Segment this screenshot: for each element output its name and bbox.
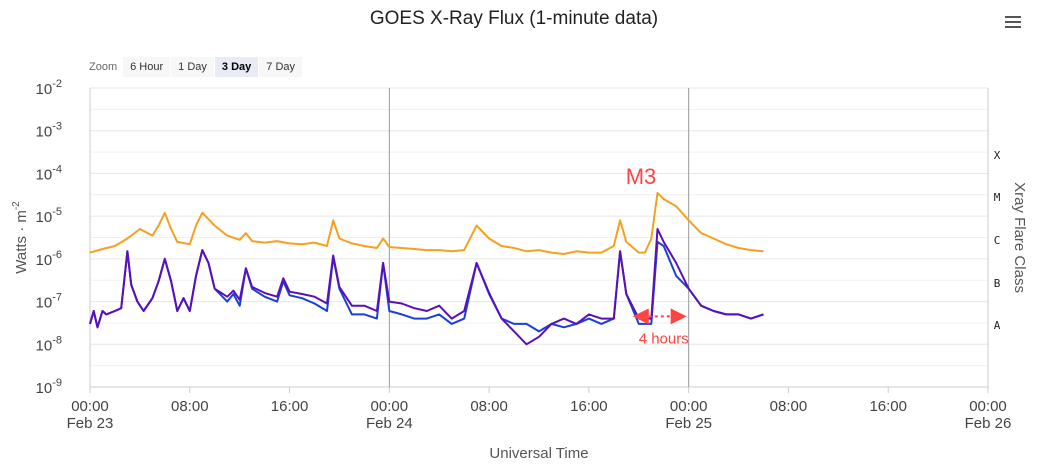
y-tick-label: 10-5 [36, 206, 62, 226]
x-tick-date-label: Feb 25 [665, 415, 712, 432]
right-axis-title: Xray Flare Class [1011, 182, 1028, 293]
axes-group: 10-210-310-410-510-610-710-810-900:00Feb… [11, 78, 1028, 462]
x-tick-time-label: 00:00 [371, 398, 409, 415]
x-tick-time-label: 08:00 [171, 398, 209, 415]
x-tick-time-label: 00:00 [670, 398, 708, 415]
chart-title: GOES X-Ray Flux (1-minute data) [369, 8, 659, 29]
y-tick-label: 10-3 [36, 121, 62, 141]
y-tick-label: 10-8 [36, 334, 62, 354]
hamburger-menu-icon[interactable] [1004, 14, 1022, 30]
series-group [89, 191, 764, 346]
annotations-group: M3 4 hours [626, 164, 689, 347]
zoom-bar: Zoom 6 Hour 1 Day 3 Day 7 Day [89, 56, 303, 78]
x-tick-time-label: 00:00 [969, 398, 1007, 415]
flare-class-label-a: A [994, 319, 1001, 332]
x-tick-date-label: Feb 26 [965, 415, 1012, 432]
x-tick-time-label: 00:00 [71, 398, 109, 415]
x-axis-title: Universal Time [489, 445, 588, 462]
flare-annotation-label: M3 [626, 164, 657, 189]
series-line-0 [89, 191, 764, 255]
x-tick-date-label: Feb 23 [67, 415, 114, 432]
series-line-1 [89, 240, 764, 333]
x-tick-date-label: Feb 24 [366, 415, 413, 432]
grid-lines [89, 87, 989, 388]
y-tick-label: 10-9 [36, 377, 62, 397]
x-tick-time-label: 16:00 [869, 398, 907, 415]
y-tick-label: 10-4 [36, 163, 62, 183]
zoom-label: Zoom [89, 61, 118, 73]
flare-class-label-x: X [994, 149, 1001, 162]
flare-class-label-b: B [994, 277, 1001, 290]
y-axis-title: Watts · m-2 [11, 201, 30, 274]
zoom-1-day-button[interactable]: 1 Day [171, 57, 214, 77]
series-line-2 [89, 228, 764, 346]
zoom-6-hour-button[interactable]: 6 Hour [123, 57, 171, 77]
y-tick-label: 10-6 [36, 249, 62, 269]
flare-class-label-c: C [994, 234, 1001, 247]
x-tick-time-label: 16:00 [570, 398, 608, 415]
duration-annotation-label: 4 hours [639, 330, 689, 347]
zoom-3-day-button[interactable]: 3 Day [214, 57, 259, 77]
flare-class-label-m: M [994, 191, 1001, 204]
y-tick-label: 10-7 [36, 292, 62, 312]
x-tick-time-label: 16:00 [271, 398, 309, 415]
x-tick-time-label: 08:00 [770, 398, 808, 415]
x-tick-time-label: 08:00 [470, 398, 508, 415]
zoom-7-day-button[interactable]: 7 Day [259, 57, 303, 77]
y-tick-label: 10-2 [36, 78, 62, 98]
